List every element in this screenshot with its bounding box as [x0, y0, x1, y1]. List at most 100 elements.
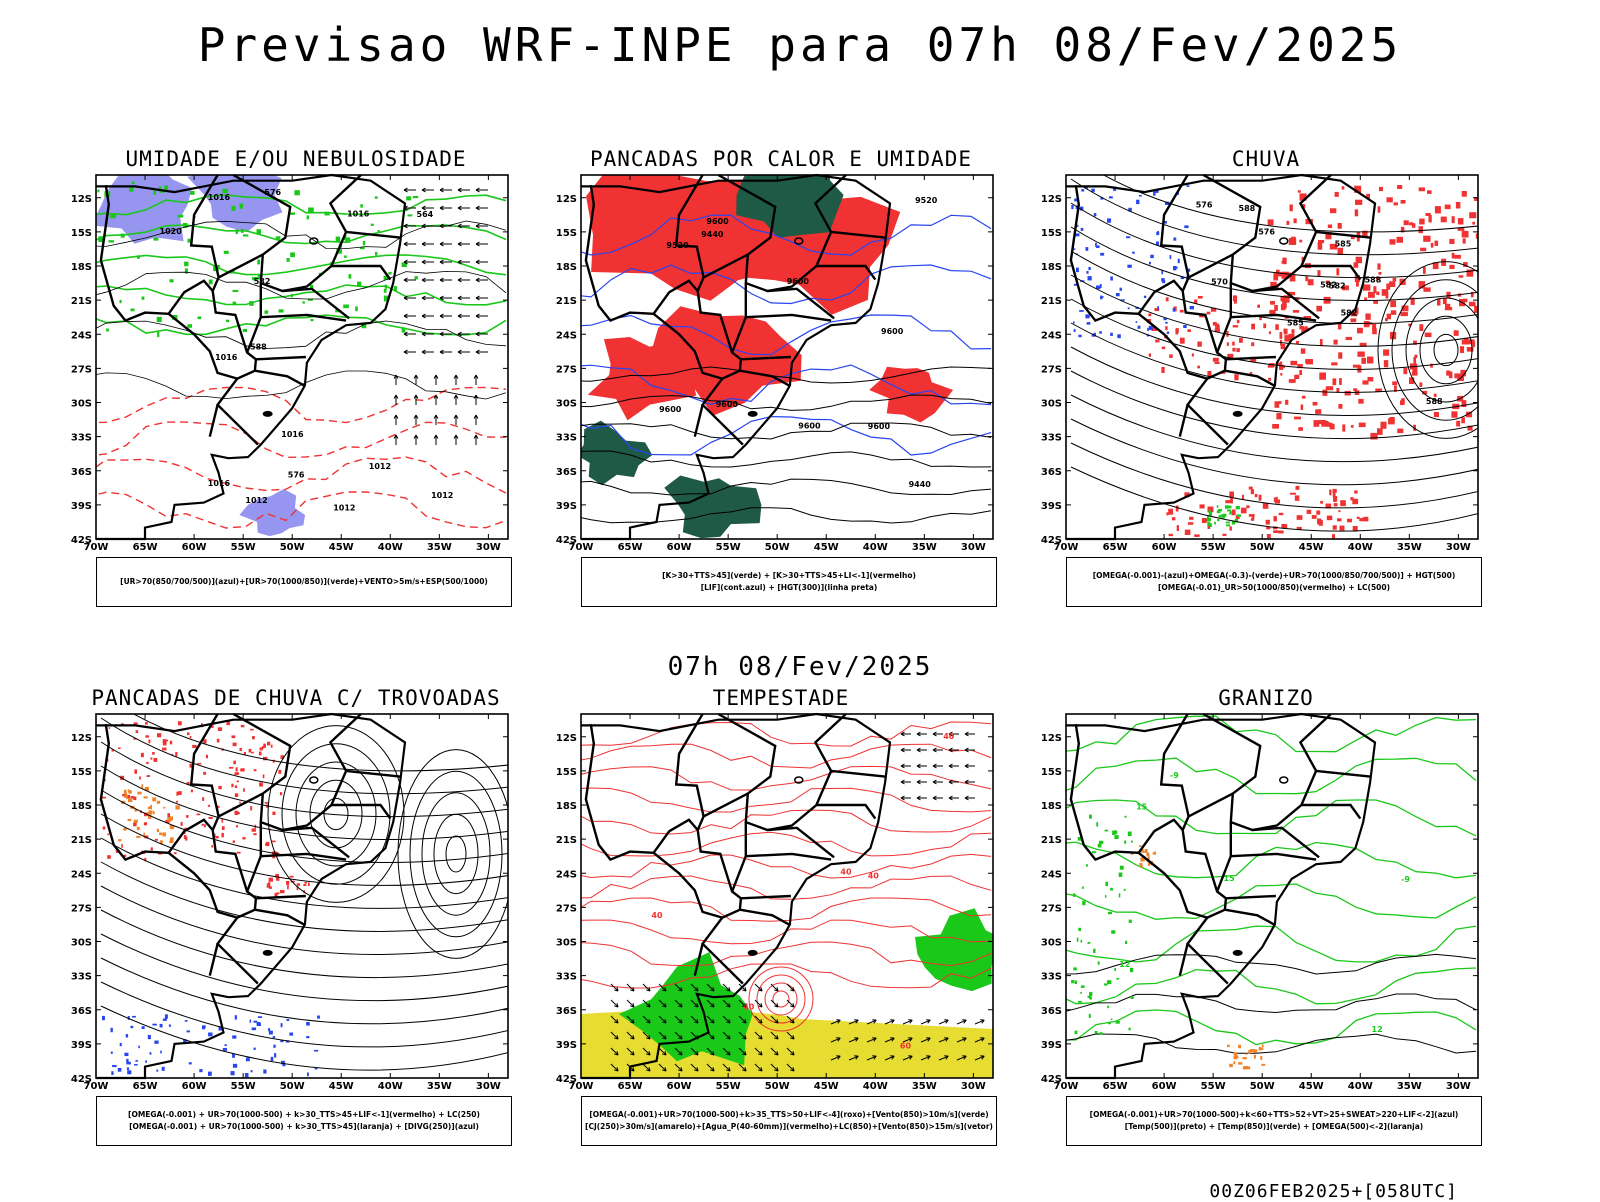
precip-cell	[208, 279, 213, 285]
precip-cell	[234, 793, 239, 797]
precip-cell	[355, 306, 358, 312]
wind-vector	[658, 1031, 667, 1040]
contour-line	[581, 366, 992, 384]
precip-cell	[1350, 236, 1355, 240]
wind-vector	[786, 983, 795, 992]
country-border	[1225, 355, 1276, 361]
precip-cell	[133, 738, 137, 740]
precip-cell	[1394, 385, 1397, 392]
streamline	[1070, 370, 1478, 440]
precip-cell	[1296, 340, 1300, 344]
precip-cell	[1148, 353, 1152, 357]
precip-cell	[135, 1060, 138, 1062]
precip-cell	[184, 268, 188, 274]
precip-cell	[226, 721, 230, 726]
precip-cell	[176, 800, 179, 803]
precip-cell	[1423, 235, 1431, 242]
precip-cell	[1433, 412, 1439, 418]
map-boundaries	[581, 173, 892, 541]
country-border	[693, 404, 704, 437]
precip-cell	[267, 741, 271, 746]
precip-cell	[1361, 357, 1366, 364]
precip-cell	[290, 252, 295, 258]
precip-cell	[1449, 264, 1455, 270]
wind-vector-head	[439, 349, 444, 355]
precip-cell	[1078, 334, 1082, 338]
precip-cell	[1385, 291, 1389, 299]
wind-vector	[866, 1037, 877, 1043]
precip-cell	[1437, 298, 1441, 306]
contour-line	[581, 809, 992, 835]
streamline-vortex	[281, 743, 391, 885]
precip-cell	[1191, 353, 1194, 357]
precip-cell	[1283, 328, 1287, 333]
precip-cell	[1397, 428, 1404, 434]
precip-cell	[1076, 267, 1079, 273]
precip-cell	[187, 324, 192, 328]
precip-cell	[1274, 305, 1278, 311]
shaded-area	[664, 475, 762, 539]
country-border	[1069, 185, 1139, 323]
precip-cell	[1261, 1044, 1264, 1048]
precip-cell	[1364, 297, 1368, 301]
streamline-vortex	[421, 792, 491, 916]
precip-cell	[1176, 525, 1179, 531]
wind-vector	[956, 1037, 967, 1043]
precip-cell	[1186, 268, 1191, 272]
precip-cell	[1089, 991, 1093, 997]
wind-vector-head	[457, 205, 462, 211]
map-field-layer	[100, 714, 508, 1078]
wind-vector	[626, 1047, 635, 1056]
precip-cell	[1152, 852, 1155, 855]
precip-cell	[343, 235, 347, 241]
wind-vector-head	[774, 1067, 779, 1072]
lon-tick-label: 45W	[814, 1081, 839, 1092]
precip-cell	[1375, 388, 1382, 392]
country-border	[255, 894, 306, 900]
precip-cell	[139, 776, 141, 780]
contour-label: 40	[868, 872, 880, 881]
precip-cell	[280, 1023, 283, 1028]
lon-tick-label: 50W	[1250, 1081, 1275, 1092]
precip-cell	[1165, 297, 1169, 302]
country-border	[1137, 851, 1208, 919]
precip-cell	[270, 1056, 274, 1061]
streamline-vortex	[433, 813, 479, 895]
panel-title: PANCADAS DE CHUVA C/ TROVOADAS	[91, 686, 501, 710]
wind-vector-head	[854, 1019, 859, 1024]
precip-cell	[1344, 390, 1351, 396]
wind-vector-head	[393, 434, 399, 439]
wind-vector-head	[475, 241, 480, 247]
contour-line	[1066, 715, 1477, 753]
precip-cell	[1081, 886, 1084, 889]
precip-cell	[154, 1040, 159, 1044]
contour-label: 1012	[333, 504, 355, 513]
precip-cell	[1232, 347, 1236, 352]
precip-cell	[1253, 1054, 1256, 1059]
precip-cell	[162, 747, 167, 751]
precip-cell	[1419, 324, 1424, 332]
contour-label: 564	[417, 210, 434, 219]
precip-cell	[187, 238, 191, 243]
precip-cell	[231, 205, 236, 211]
wind-vector-head	[836, 1055, 841, 1060]
precip-cell	[127, 1016, 130, 1020]
precip-cell	[1249, 372, 1253, 375]
precip-cell	[1231, 509, 1236, 516]
wind-vector-head	[614, 1051, 619, 1056]
panel-legend: [OMEGA(-0.001)+UR>70(1000-500)+k<60+TTS>…	[1066, 1096, 1482, 1146]
precip-cell	[1408, 323, 1412, 327]
wind-vector	[974, 1055, 985, 1061]
wind-vector	[884, 1037, 895, 1043]
country-border	[1225, 894, 1276, 900]
wind-vector-head	[964, 795, 969, 801]
precip-cell	[1236, 319, 1240, 324]
contour-line	[581, 394, 992, 411]
precip-cell	[1386, 313, 1392, 320]
contour-label: 588	[250, 342, 267, 351]
precip-cell	[1120, 299, 1125, 301]
precip-cell	[1354, 490, 1358, 494]
precip-cell	[1357, 351, 1365, 357]
wind-vector-head	[916, 747, 921, 753]
wind-vector-head	[614, 1035, 619, 1040]
